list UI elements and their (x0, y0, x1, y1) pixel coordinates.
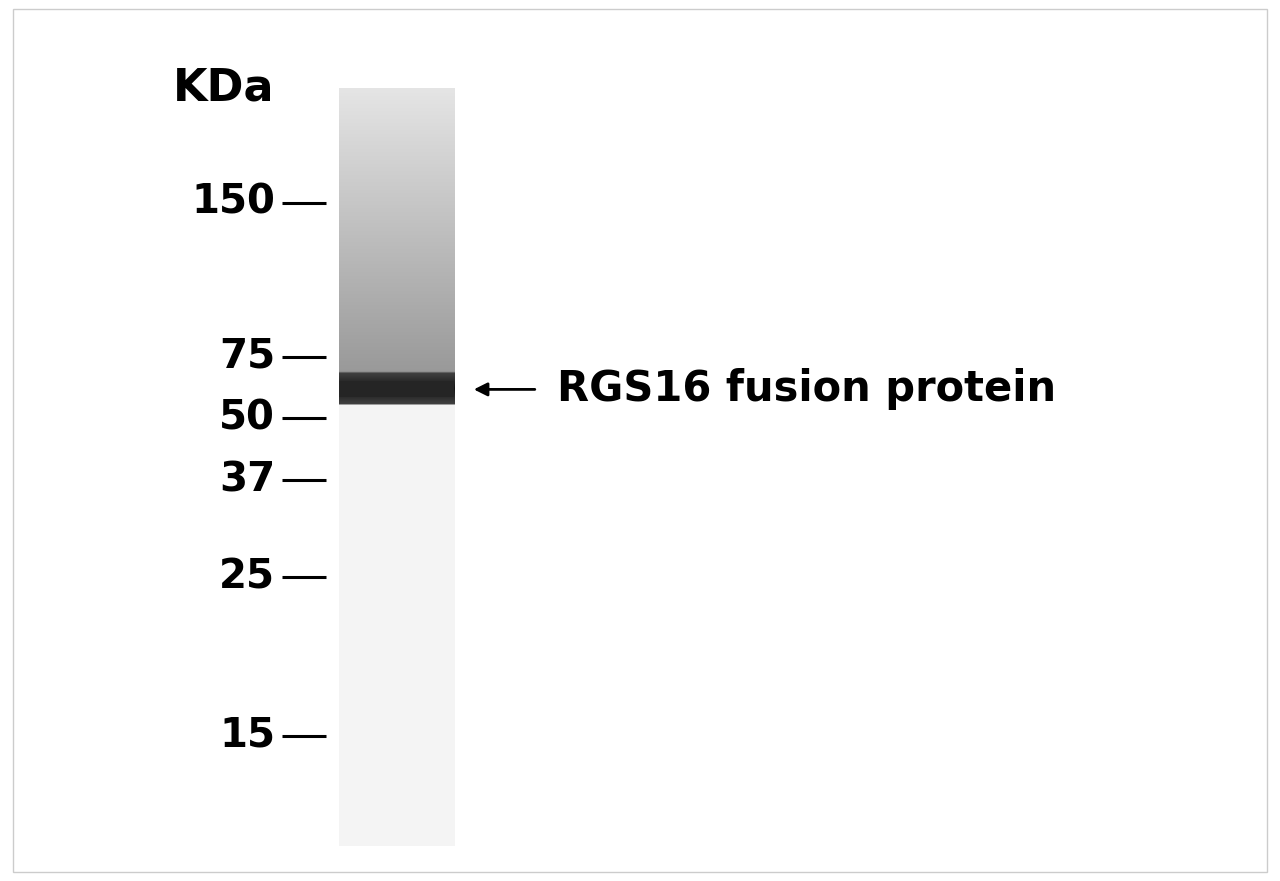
Text: 37: 37 (219, 460, 275, 500)
Text: 15: 15 (219, 715, 275, 756)
Bar (339, 381, 454, 397)
Text: 25: 25 (219, 557, 275, 597)
Text: KDa: KDa (173, 66, 275, 109)
Text: RGS16 fusion protein: RGS16 fusion protein (557, 368, 1056, 411)
Text: 150: 150 (191, 182, 275, 223)
Text: 75: 75 (219, 337, 275, 377)
Text: 50: 50 (219, 398, 275, 439)
